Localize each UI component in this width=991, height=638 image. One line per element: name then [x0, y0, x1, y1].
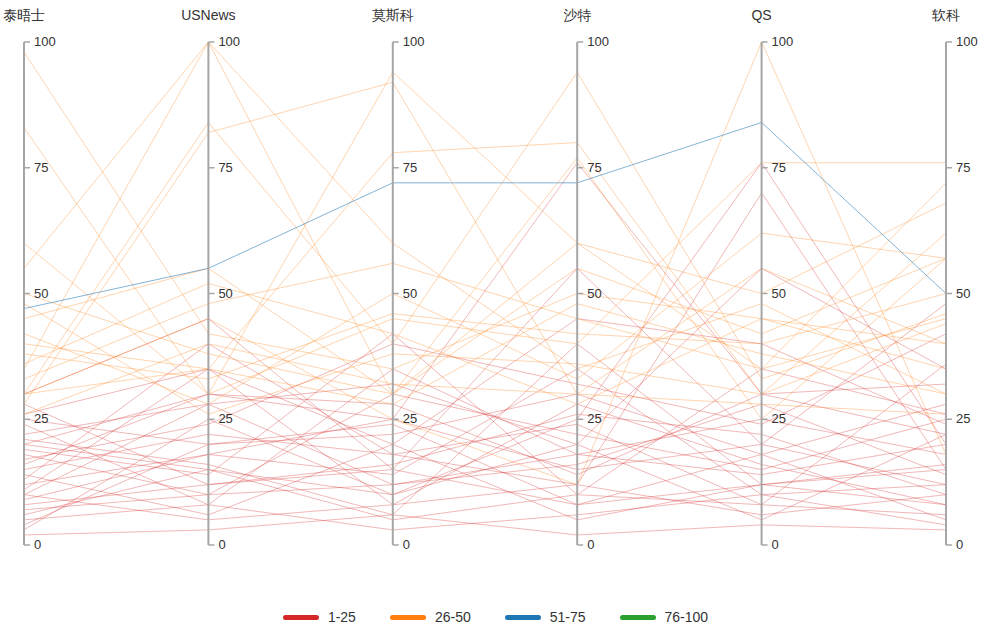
axis-title: QS	[751, 7, 771, 23]
tick-label: 0	[956, 537, 963, 552]
legend-swatch-icon	[283, 615, 319, 620]
legend-label: 51-75	[550, 609, 586, 625]
legend-item-76-100[interactable]: 76-100	[620, 609, 709, 625]
tick-label: 0	[772, 537, 779, 552]
tick-label: 0	[403, 537, 410, 552]
parallel-line-1-25[interactable]	[24, 369, 946, 500]
tick-label: 100	[956, 34, 978, 49]
parallel-line-26-50[interactable]	[24, 52, 946, 369]
tick-label: 50	[403, 286, 417, 301]
legend-item-26-50[interactable]: 26-50	[390, 609, 471, 625]
tick-label: 100	[403, 34, 425, 49]
parallel-line-26-50[interactable]	[24, 42, 946, 394]
tick-label: 25	[403, 411, 417, 426]
parallel-line-1-25[interactable]	[24, 334, 946, 460]
tick-label: 75	[772, 160, 786, 175]
tick-label: 50	[956, 286, 970, 301]
tick-label: 50	[587, 286, 601, 301]
tick-label: 75	[34, 160, 48, 175]
tick-label: 75	[218, 160, 232, 175]
parallel-line-1-25[interactable]	[24, 394, 946, 454]
legend-label: 26-50	[435, 609, 471, 625]
tick-label: 50	[34, 286, 48, 301]
legend-swatch-icon	[390, 615, 426, 620]
tick-label: 0	[34, 537, 41, 552]
legend-label: 76-100	[665, 609, 709, 625]
chart-legend: 1-25 26-50 51-75 76-100	[0, 603, 991, 631]
chart-canvas: 0 25 50 75 100 泰晤士 0 25 50 75 100 USNews 0 25 50 75 100 莫…	[0, 0, 991, 638]
parallel-coordinates-chart: 0 25 50 75 100 泰晤士 0 25 50 75 100 USNews 0 25 50 75 100 莫…	[0, 0, 991, 638]
legend-item-51-75[interactable]: 51-75	[505, 609, 586, 625]
legend-item-1-25[interactable]: 1-25	[283, 609, 356, 625]
tick-label: 50	[218, 286, 232, 301]
tick-label: 0	[587, 537, 594, 552]
parallel-line-26-50[interactable]	[24, 203, 946, 394]
legend-swatch-icon	[620, 615, 656, 620]
tick-label: 25	[34, 411, 48, 426]
tick-label: 25	[956, 411, 970, 426]
legend-label: 1-25	[328, 609, 356, 625]
axis-title: 沙特	[563, 7, 591, 23]
axis-title: 软科	[931, 7, 960, 23]
tick-label: 100	[772, 34, 794, 49]
axis-title: 泰晤士	[3, 7, 45, 23]
parallel-line-26-50[interactable]	[24, 42, 946, 394]
tick-label: 0	[218, 537, 225, 552]
tick-label: 100	[218, 34, 240, 49]
parallel-line-26-50[interactable]	[24, 304, 946, 415]
legend-swatch-icon	[505, 615, 541, 620]
axis-title: 莫斯科	[372, 7, 414, 23]
series-lines	[24, 42, 946, 535]
axis-title: USNews	[181, 7, 235, 23]
tick-label: 75	[587, 160, 601, 175]
tick-label: 25	[587, 411, 601, 426]
parallel-line-1-25[interactable]	[24, 515, 946, 535]
tick-label: 100	[587, 34, 609, 49]
tick-label: 25	[218, 411, 232, 426]
tick-label: 75	[956, 160, 970, 175]
tick-label: 75	[403, 160, 417, 175]
tick-label: 100	[34, 34, 56, 49]
tick-label: 50	[772, 286, 786, 301]
tick-label: 25	[772, 411, 786, 426]
